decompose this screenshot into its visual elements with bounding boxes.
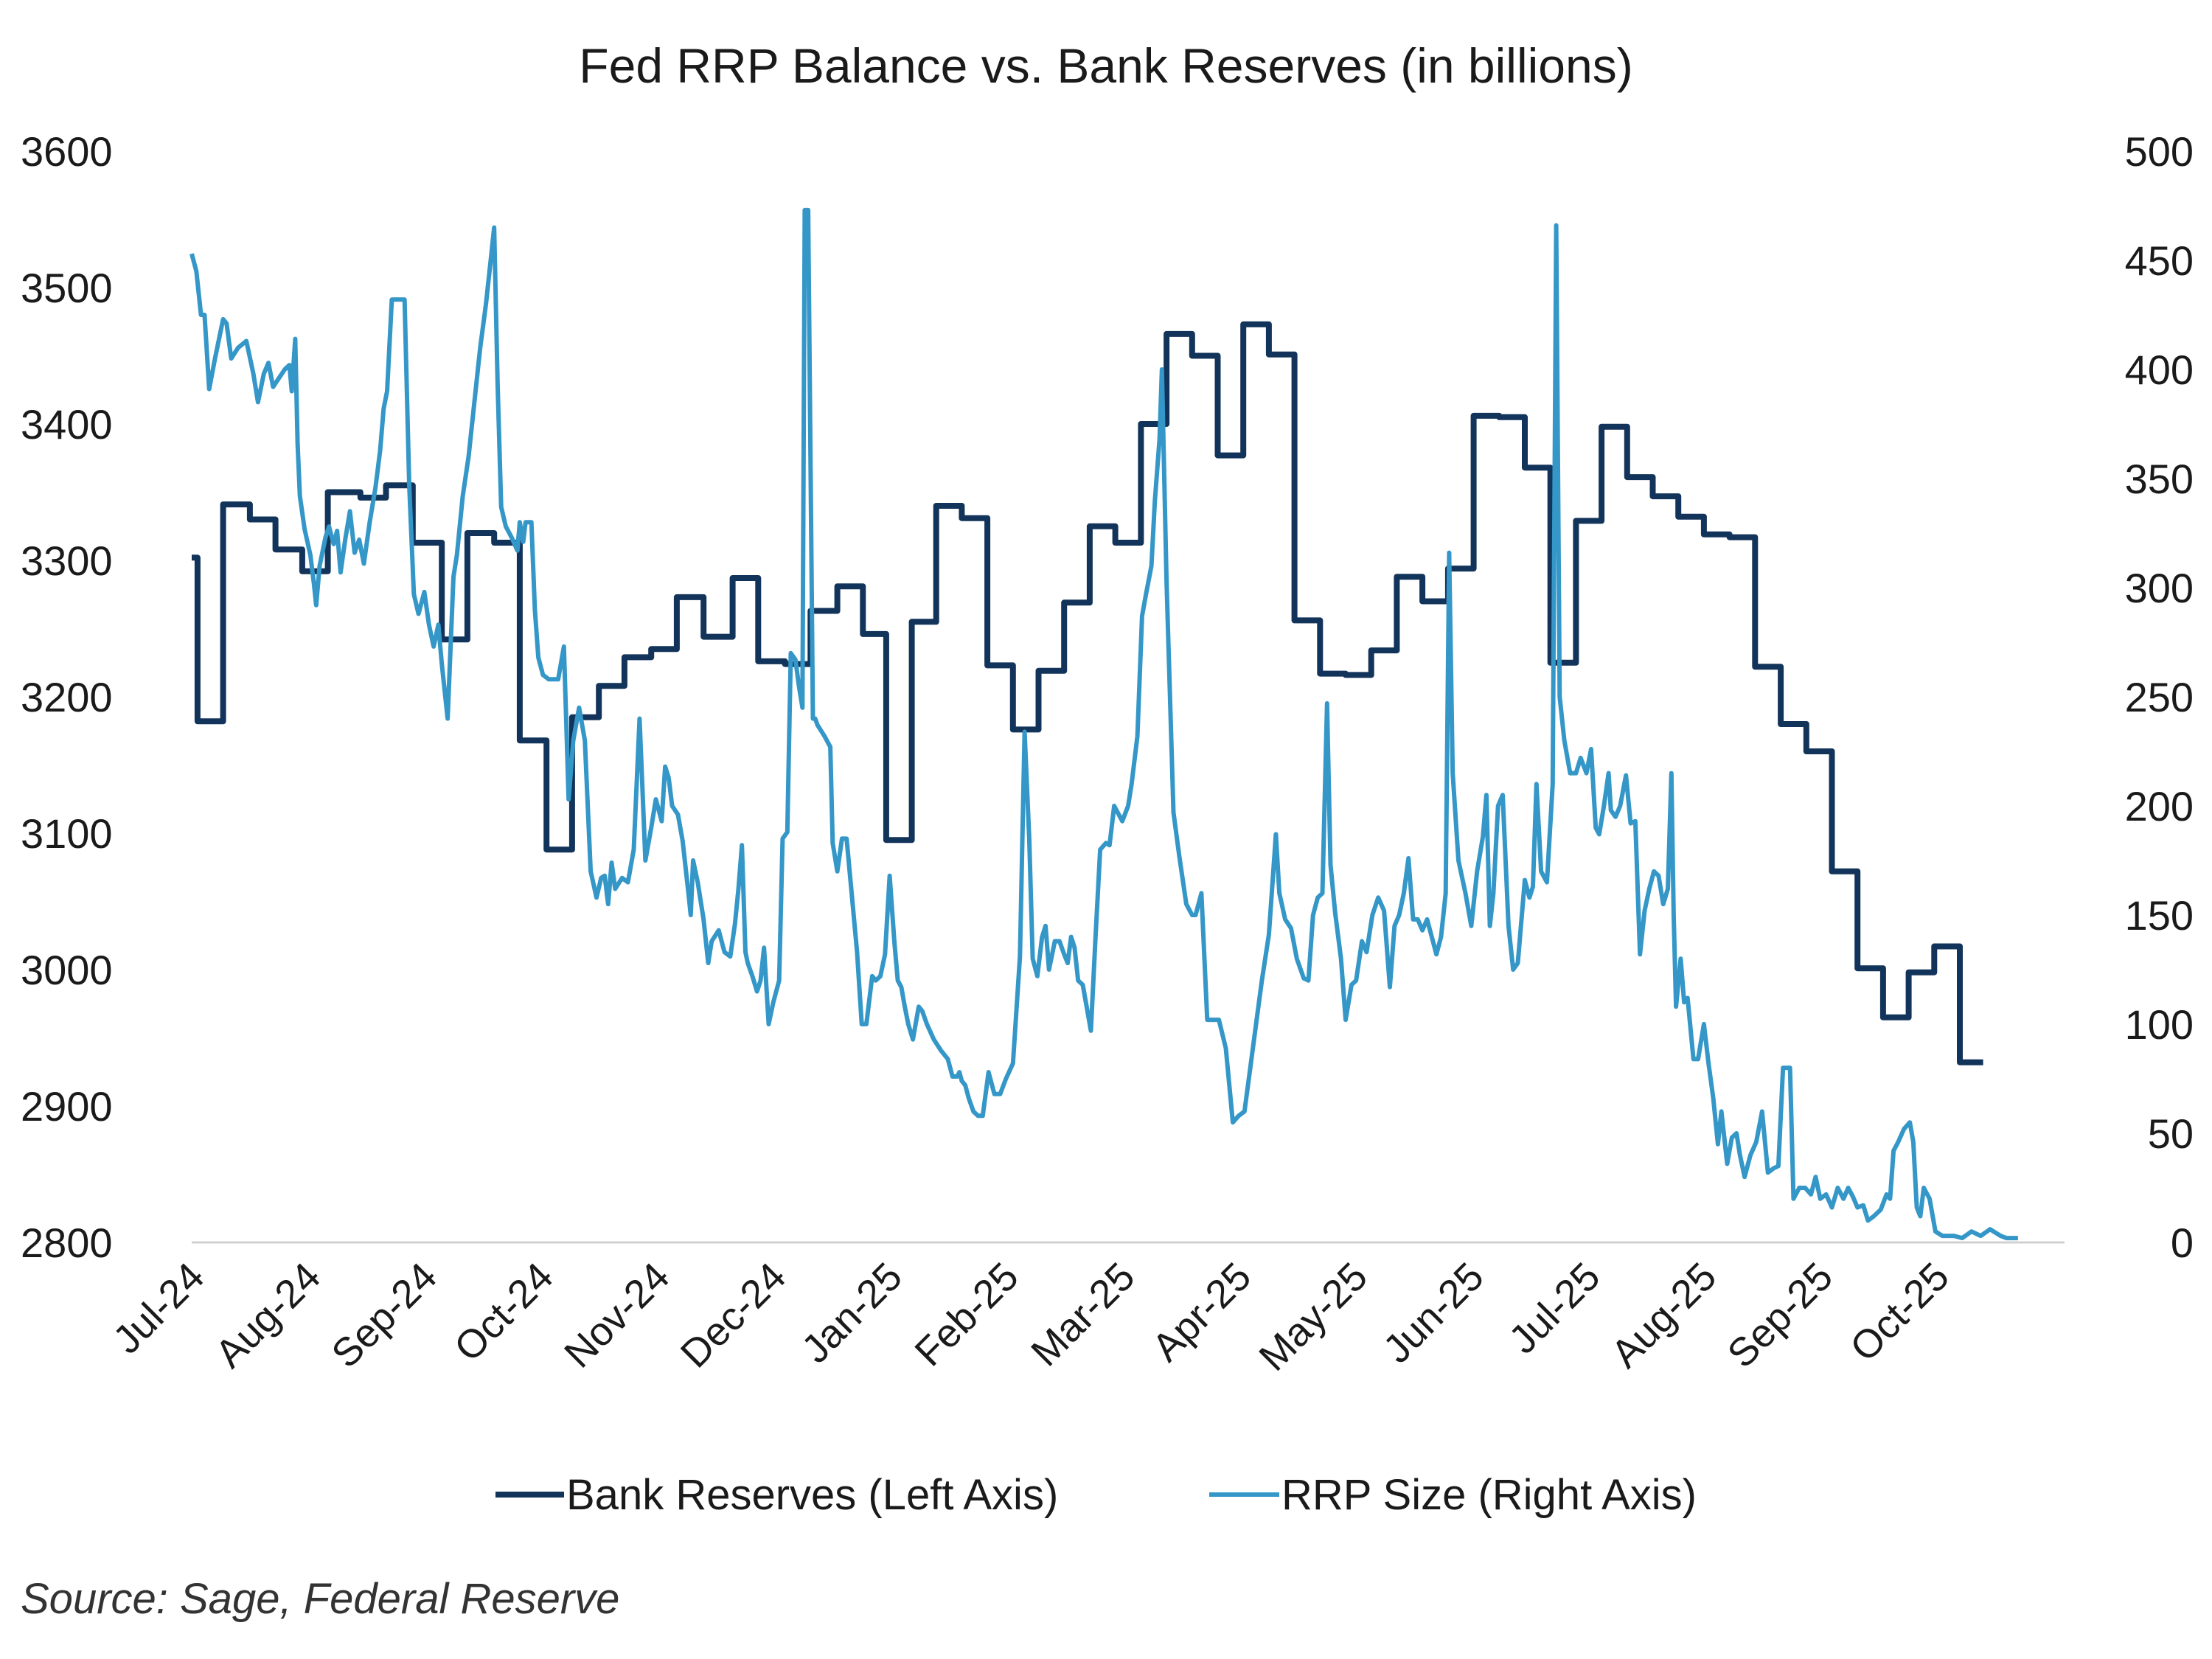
- left-tick-label: 3000: [21, 947, 113, 993]
- left-tick-label: 3400: [21, 401, 113, 448]
- left-tick-label: 3300: [21, 538, 113, 584]
- x-tick-label: Oct-24: [446, 1254, 562, 1370]
- x-tick-label: Aug-24: [207, 1254, 330, 1377]
- left-tick-label: 3500: [21, 265, 113, 311]
- legend: Bank Reserves (Left Axis) RRP Size (Righ…: [495, 1471, 1697, 1519]
- left-tick-label: 2900: [21, 1083, 113, 1130]
- right-tick-label: 350: [2125, 456, 2194, 502]
- source-note: Source: Sage, Federal Reserve: [21, 1575, 619, 1623]
- x-tick-label: Sep-24: [323, 1254, 445, 1377]
- x-tick-label: Jul-25: [1500, 1254, 1608, 1362]
- right-tick-label: 400: [2125, 347, 2194, 393]
- right-tick-label: 300: [2125, 565, 2194, 611]
- x-tick-label: Jul-24: [105, 1254, 212, 1362]
- right-tick-label: 0: [2171, 1220, 2194, 1266]
- left-tick-label: 3200: [21, 674, 113, 720]
- x-tick-label: Apr-25: [1144, 1254, 1259, 1370]
- right-tick-label: 250: [2125, 674, 2194, 720]
- chart-title: Fed RRP Balance vs. Bank Reserves (in bi…: [579, 38, 1632, 93]
- legend-label-bank-reserves: Bank Reserves (Left Axis): [566, 1471, 1058, 1519]
- right-tick-label: 500: [2125, 128, 2194, 175]
- x-tick-label: Sep-25: [1719, 1254, 1842, 1377]
- right-tick-label: 100: [2125, 1001, 2194, 1048]
- x-tick-label: Jan-25: [793, 1254, 911, 1371]
- series-line-rrp-size: [189, 207, 2018, 1241]
- x-tick-label: May-25: [1251, 1254, 1376, 1380]
- left-tick-label: 3600: [21, 128, 113, 175]
- legend-label-rrp-size: RRP Size (Right Axis): [1281, 1471, 1697, 1519]
- right-tick-label: 450: [2125, 237, 2194, 284]
- right-tick-label: 200: [2125, 783, 2194, 830]
- x-tick-label: Aug-25: [1603, 1254, 1725, 1377]
- x-tick-label: Feb-25: [906, 1254, 1026, 1374]
- left-tick-label: 3100: [21, 810, 113, 857]
- right-tick-label: 150: [2125, 892, 2194, 939]
- x-tick-label: Jun-25: [1375, 1254, 1492, 1371]
- left-tick-label: 2800: [21, 1220, 113, 1266]
- series-line-bank-reserves: [192, 321, 1983, 1065]
- x-tick-label: Dec-24: [672, 1254, 795, 1377]
- x-tick-label: Nov-24: [556, 1254, 678, 1377]
- x-tick-label: Mar-25: [1023, 1254, 1143, 1374]
- left-axis-ticks: 3600 3500 3400 3300 3200 3100 3000 2900 2800: [21, 128, 113, 1266]
- right-tick-label: 50: [2148, 1110, 2194, 1157]
- x-tick-label: Oct-25: [1842, 1254, 1958, 1370]
